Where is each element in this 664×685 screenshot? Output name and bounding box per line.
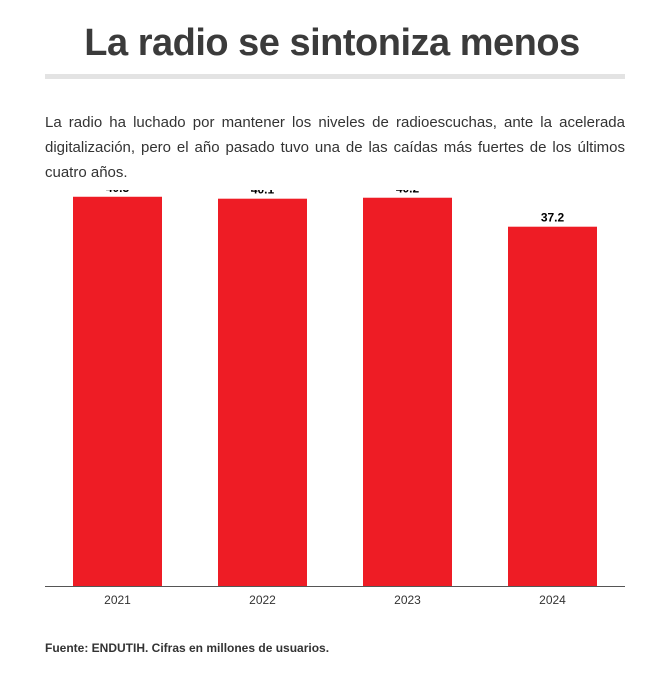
page-title: La radio se sintoniza menos xyxy=(84,22,580,64)
data-label-2024: 37.2 xyxy=(541,211,565,225)
bar-2023 xyxy=(363,197,452,587)
title-divider xyxy=(45,74,625,79)
data-label-2022: 40.1 xyxy=(251,190,275,197)
bar-2021 xyxy=(73,196,162,586)
bar-chart-svg: 40.3 2021 40.1 2022 40.2 2023 37.2 2024 xyxy=(45,190,625,607)
bar-2024 xyxy=(508,226,597,586)
source-note: Fuente: ENDUTIH. Cifras en millones de u… xyxy=(45,641,330,655)
bar-2022 xyxy=(218,198,307,586)
bar-chart: 40.3 2021 40.1 2022 40.2 2023 37.2 2024 xyxy=(0,190,664,620)
data-label-2021: 40.3 xyxy=(106,190,130,195)
x-tick-label-2023: 2023 xyxy=(394,593,421,607)
page-subtitle: La radio ha luchado por mantener los niv… xyxy=(45,114,625,181)
x-tick-label-2024: 2024 xyxy=(539,593,566,607)
x-tick-label-2022: 2022 xyxy=(249,593,276,607)
data-label-2023: 40.2 xyxy=(396,190,420,196)
x-tick-label-2021: 2021 xyxy=(104,593,131,607)
